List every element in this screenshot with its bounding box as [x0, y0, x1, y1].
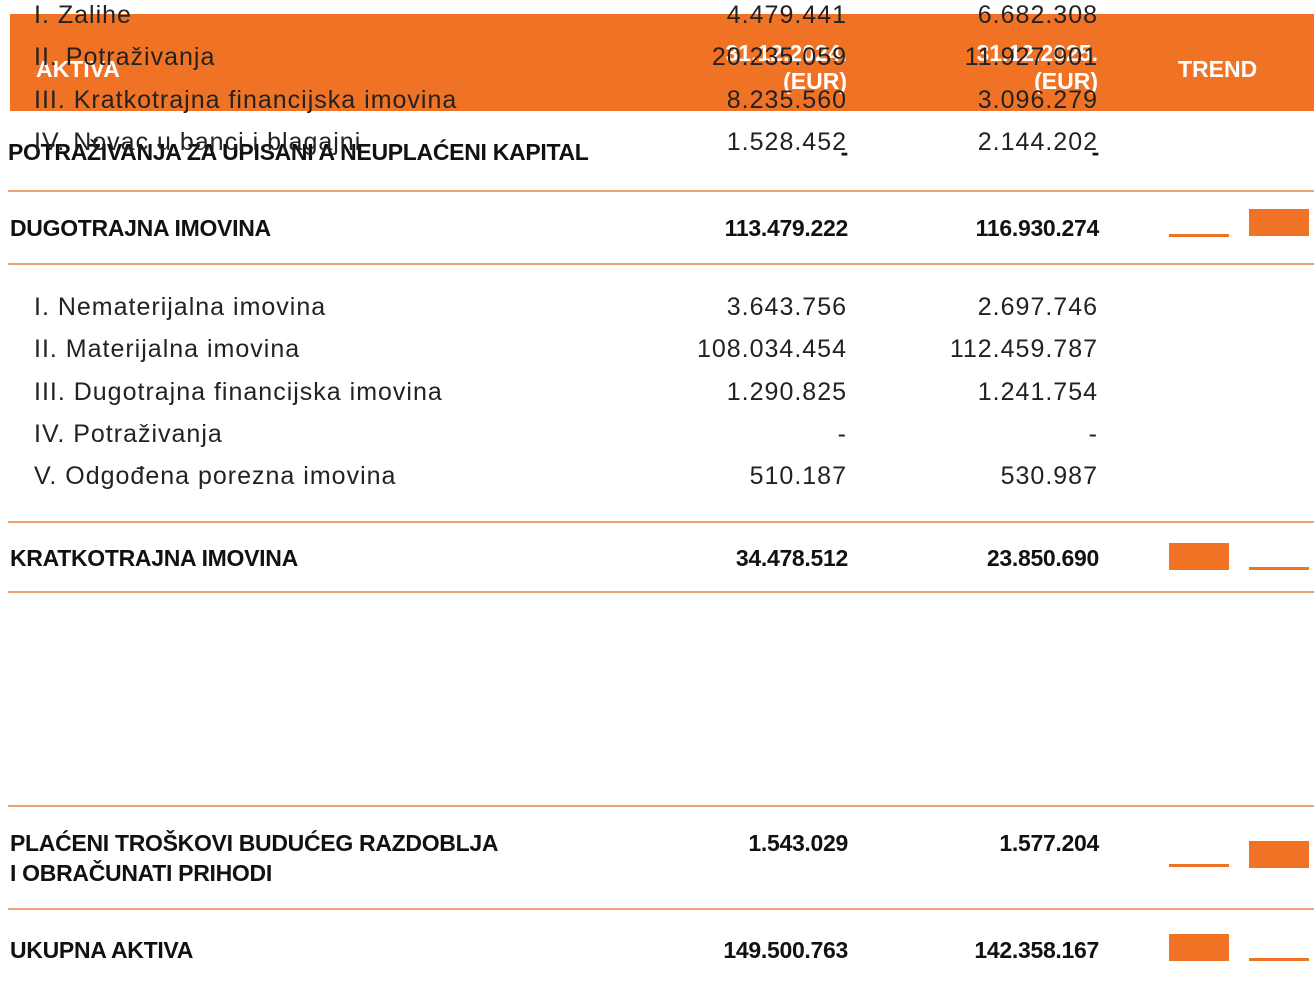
trend-bar	[1169, 864, 1229, 867]
header-col2-unit: (EUR)	[1034, 68, 1098, 94]
value-2025: 1.577.204	[999, 830, 1099, 856]
trend-bar	[1249, 209, 1309, 236]
rule	[8, 521, 1314, 523]
trend-bar	[1249, 567, 1309, 570]
item-label: V. Odgođena porezna imovina	[34, 462, 397, 491]
rule	[8, 190, 1314, 192]
item-2025: 530.987	[1000, 462, 1098, 491]
section-label: I OBRAČUNATI PRIHODI	[10, 860, 272, 886]
item-2024: 1.528.452	[726, 127, 847, 156]
item-label: I. Nematerijalna imovina	[34, 293, 327, 321]
item-2025: 112.459.787	[949, 335, 1098, 364]
value-2024: 113.479.222	[724, 215, 849, 241]
item-2024: 4.479.441	[726, 1, 847, 29]
value-2025: -	[1091, 139, 1100, 165]
section-label: UKUPNA AKTIVA	[10, 937, 194, 963]
item-2025: 1.241.754	[977, 377, 1098, 406]
value-2025: 116.930.274	[975, 215, 1100, 241]
item-2024: -	[837, 419, 847, 448]
item-2025: 2.697.746	[977, 293, 1098, 321]
header-col1-unit: (EUR)	[783, 68, 847, 94]
rule	[8, 263, 1314, 265]
section-label: KRATKOTRAJNA IMOVINA	[10, 545, 298, 571]
header-trend: TREND	[1178, 56, 1258, 82]
rule	[8, 591, 1314, 593]
section-label: DUGOTRAJNA IMOVINA	[10, 215, 271, 241]
item-2024: 108.034.454	[696, 335, 847, 364]
item-label: II. Materijalna imovina	[34, 335, 301, 364]
header-band	[10, 14, 1314, 111]
rule	[8, 908, 1314, 910]
item-label: III. Kratkotrajna financijska imovina	[34, 85, 458, 114]
item-2024: 1.290.825	[726, 377, 847, 406]
trend-bar	[1249, 841, 1309, 868]
item-2024: 510.187	[749, 462, 847, 491]
value-2024: 34.478.512	[735, 545, 848, 571]
section-label: POTRAŽIVANJA ZA UPISANI A NEUPLAĆENI KAP…	[8, 139, 589, 165]
value-2024: -	[840, 139, 849, 165]
item-2024: 8.235.560	[726, 85, 847, 114]
item-2025: 11.927.901	[964, 43, 1098, 72]
trend-bar	[1169, 934, 1229, 961]
item-label: II. Potraživanja	[34, 43, 216, 72]
header-col2: 31.12.2025.	[976, 40, 1098, 66]
section-label: PLAĆENI TROŠKOVI BUDUĆEG RAZDOBLJA	[10, 830, 499, 856]
item-2025: 6.682.308	[977, 1, 1098, 29]
item-2024: 3.643.756	[726, 293, 847, 321]
item-2024: 20.235.059	[711, 43, 847, 72]
header-col1: 31.12.2024.	[725, 40, 847, 66]
item-2025: -	[1088, 419, 1098, 448]
header-label: AKTIVA	[36, 56, 120, 82]
item-label: IV. Novac u banci i blagajni	[34, 127, 362, 156]
trend-bar	[1169, 234, 1229, 237]
value-2024: 1.543.029	[748, 830, 848, 856]
item-label: IV. Potraživanja	[34, 419, 223, 448]
trend-bar	[1249, 958, 1309, 961]
value-2024: 149.500.763	[723, 937, 848, 963]
item-label: III. Dugotrajna financijska imovina	[34, 377, 443, 406]
rule	[8, 805, 1314, 807]
item-label: I. Zalihe	[34, 1, 132, 29]
value-2025: 23.850.690	[986, 545, 1099, 571]
item-2025: 3.096.279	[977, 85, 1098, 114]
trend-bar	[1169, 543, 1229, 570]
value-2025: 142.358.167	[974, 937, 1099, 963]
item-2025: 2.144.202	[977, 127, 1098, 156]
